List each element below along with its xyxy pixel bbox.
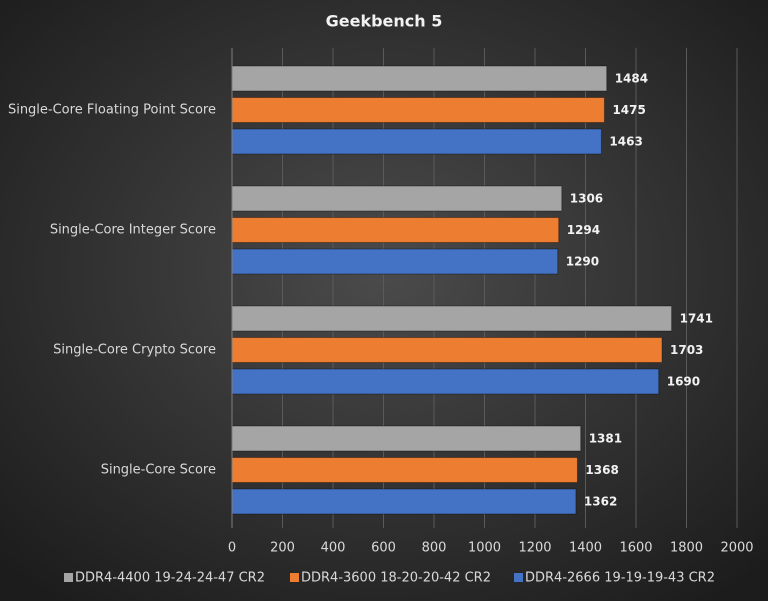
x-tick-label: 1400 xyxy=(569,541,602,556)
data-label: 1484 xyxy=(615,72,648,86)
bar xyxy=(231,425,582,452)
data-label: 1368 xyxy=(585,463,618,477)
x-tick-label: 1000 xyxy=(468,541,501,556)
y-tick-label: Single-Core Crypto Score xyxy=(53,343,216,358)
x-tick-label: 2000 xyxy=(720,541,753,556)
data-label: 1703 xyxy=(670,343,703,357)
x-tick-label: 200 xyxy=(270,541,295,556)
y-tick-label: Single-Core Floating Point Score xyxy=(8,103,216,118)
x-tick-label: 0 xyxy=(228,541,236,556)
legend-label: DDR4-4400 19-24-24-47 CR2 xyxy=(75,571,265,586)
bar xyxy=(231,248,559,275)
data-label: 1475 xyxy=(612,103,645,117)
bar xyxy=(231,217,560,243)
data-label: 1741 xyxy=(680,312,713,326)
data-label: 1362 xyxy=(584,495,617,509)
legend-marker xyxy=(290,573,299,582)
bar xyxy=(231,185,563,212)
data-label: 1690 xyxy=(667,375,700,389)
x-tick-label: 1200 xyxy=(518,541,551,556)
data-label: 1306 xyxy=(570,192,603,206)
data-label: 1463 xyxy=(609,135,642,149)
bar xyxy=(231,305,673,332)
legend-label: DDR4-3600 18-20-20-42 CR2 xyxy=(301,571,491,586)
y-tick-label: Single-Core Score xyxy=(101,463,216,478)
chart-title: Geekbench 5 xyxy=(326,12,443,31)
bar xyxy=(231,488,577,515)
data-label: 1381 xyxy=(589,432,622,446)
y-tick-label: Single-Core Integer Score xyxy=(50,223,216,238)
legend-label: DDR4-2666 19-19-19-43 CR2 xyxy=(525,571,715,586)
legend-marker xyxy=(64,573,73,582)
bar xyxy=(231,337,663,363)
legend-marker xyxy=(514,573,523,582)
x-tick-label: 800 xyxy=(422,541,447,556)
bar xyxy=(231,368,660,395)
x-tick-label: 600 xyxy=(371,541,396,556)
bar xyxy=(231,65,608,92)
bar xyxy=(231,97,605,123)
bar xyxy=(231,457,578,483)
bar xyxy=(231,128,602,155)
x-tick-label: 400 xyxy=(321,541,346,556)
data-label: 1294 xyxy=(567,223,600,237)
data-label: 1290 xyxy=(566,255,599,269)
x-tick-label: 1600 xyxy=(619,541,652,556)
x-tick-label: 1800 xyxy=(670,541,703,556)
